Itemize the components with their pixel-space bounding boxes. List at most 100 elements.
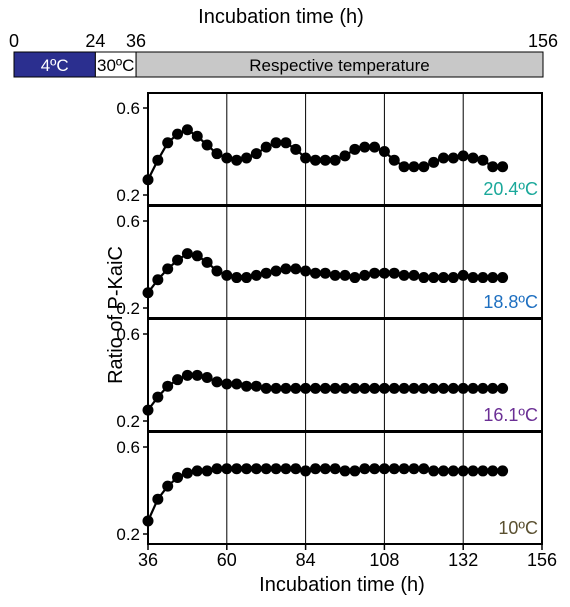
x-axis-label: Incubation time (h) — [259, 574, 425, 596]
data-point — [398, 382, 410, 394]
data-point — [329, 154, 341, 166]
data-point — [191, 465, 203, 477]
data-point — [152, 391, 164, 403]
data-point — [408, 463, 420, 475]
data-point — [300, 382, 312, 394]
data-point — [428, 156, 440, 168]
data-point — [260, 463, 272, 475]
data-point — [211, 376, 223, 388]
data-point — [241, 152, 252, 164]
x-tick-label: 132 — [448, 550, 478, 570]
data-point — [369, 382, 381, 394]
data-point — [497, 465, 509, 477]
x-tick-label: 84 — [296, 550, 316, 570]
data-point — [290, 143, 302, 155]
data-point — [162, 263, 174, 275]
data-point — [428, 465, 440, 477]
data-point — [241, 463, 252, 475]
data-point — [172, 374, 184, 386]
data-point — [477, 272, 489, 284]
chart-panels: 0.20.620.4ºC0.20.618.8ºC0.20.616.1ºC0.20… — [116, 92, 543, 545]
data-point — [447, 382, 459, 394]
data-point — [142, 287, 154, 299]
data-point — [181, 124, 193, 136]
data-point — [290, 382, 302, 394]
data-point — [339, 150, 351, 162]
data-point — [457, 150, 469, 162]
data-point — [162, 480, 174, 492]
data-point — [211, 265, 223, 277]
y-tick-label: 0.2 — [116, 525, 140, 544]
data-point — [487, 465, 499, 477]
data-point — [201, 372, 213, 383]
data-point — [211, 463, 223, 475]
data-point — [467, 152, 479, 164]
x-tick-label: 108 — [369, 550, 399, 570]
timeline-segment — [94, 51, 137, 78]
timeline-segment-label: 30ºC — [97, 56, 134, 75]
data-point — [418, 463, 430, 475]
panel-temperature-label: 10ºC — [498, 518, 538, 538]
data-point — [162, 137, 174, 149]
data-point — [250, 148, 262, 160]
data-point — [172, 471, 184, 483]
data-point — [359, 141, 371, 153]
data-point — [221, 463, 233, 475]
data-point — [300, 465, 312, 477]
data-point — [221, 152, 233, 164]
data-point — [428, 382, 440, 394]
panel-frame — [147, 431, 543, 545]
data-point — [457, 382, 469, 394]
data-point — [349, 143, 361, 155]
data-point — [467, 465, 479, 477]
data-point — [359, 382, 371, 394]
data-point — [487, 382, 499, 394]
y-tick-label: 0.6 — [116, 325, 140, 344]
data-point — [438, 465, 449, 477]
data-point — [201, 465, 213, 477]
data-point — [250, 380, 262, 392]
data-point — [487, 161, 499, 173]
data-point — [260, 141, 272, 153]
data-point — [339, 269, 351, 281]
data-point — [447, 272, 459, 284]
timeline-bar: 4ºC 30ºC Respective temperature — [13, 51, 544, 78]
timeline-segment — [135, 51, 544, 78]
data-point — [152, 493, 164, 505]
data-point — [398, 463, 410, 475]
data-point — [280, 463, 292, 475]
data-point — [221, 378, 233, 390]
data-point — [181, 248, 193, 260]
data-point — [152, 154, 164, 166]
data-point — [497, 382, 509, 394]
data-point — [388, 382, 400, 394]
data-point — [221, 269, 233, 281]
panel-temperature-label: 16.1ºC — [483, 405, 538, 425]
data-point — [300, 152, 312, 164]
data-point — [290, 263, 302, 275]
y-tick-label: 0.6 — [116, 438, 140, 457]
data-point — [378, 146, 390, 157]
data-point — [319, 154, 331, 166]
data-point — [270, 137, 282, 149]
y-tick-label: 0.6 — [116, 212, 140, 231]
data-point — [231, 272, 243, 284]
data-point — [231, 154, 243, 166]
timeline-tick-label: 36 — [126, 31, 146, 51]
data-point — [172, 254, 184, 266]
data-point — [369, 463, 381, 475]
x-tick-label: 156 — [527, 550, 557, 570]
timeline-tick-label: 156 — [528, 31, 558, 51]
data-point — [497, 272, 509, 284]
chart-panel: 0.2 0.6 16.1ºC — [116, 318, 543, 432]
data-point — [172, 128, 184, 140]
data-point — [388, 154, 400, 166]
data-point — [388, 267, 400, 279]
data-point — [201, 139, 213, 151]
data-point — [497, 161, 509, 173]
data-point — [477, 154, 489, 166]
data-point — [378, 382, 390, 394]
panel-temperature-label: 18.8ºC — [483, 292, 538, 312]
data-point — [418, 382, 430, 394]
timeline-tick-label: 0 — [9, 31, 19, 51]
